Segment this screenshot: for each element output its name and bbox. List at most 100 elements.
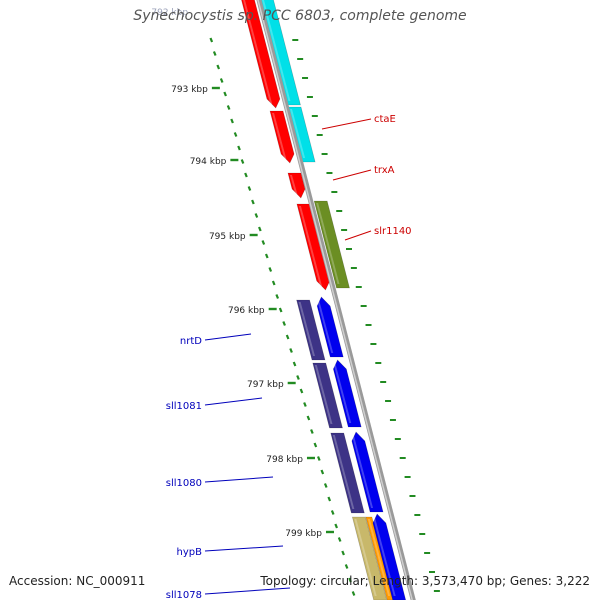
gene-leader: [204, 476, 274, 483]
gene-feature-shine: [316, 299, 334, 353]
gene-feature-shine: [314, 365, 333, 424]
ruler-dot: [254, 213, 259, 218]
ruler-dot: [223, 91, 227, 97]
ruler-dot: [247, 186, 252, 191]
ruler-dot: [310, 429, 314, 434]
gene-feature-shine: [298, 206, 323, 286]
ruler-dot: [303, 402, 307, 407]
ruler-dot: [282, 321, 286, 326]
gene-label-hypB: hypB: [177, 547, 203, 558]
ruler-dot: [219, 78, 224, 83]
kbp-ruler: 793 kbp 794 kbp 795 kbp 796 kbp 797 kbp 798 k…: [151, 8, 440, 596]
gene-feature: [351, 516, 388, 600]
gene-label-sll1081: sll1081: [166, 401, 202, 412]
gene-feature: [351, 431, 384, 513]
kbp-label: 798 kbp: [266, 455, 303, 465]
gene-feature: [365, 516, 394, 600]
gene-leader: [344, 230, 372, 241]
gene-leader: [321, 118, 372, 130]
gene-feature: [241, 0, 281, 109]
gene-feature-shine: [272, 113, 287, 159]
ruler-dot: [275, 294, 280, 299]
gene-feature-shine: [333, 362, 352, 423]
ruler-dot: [212, 51, 217, 56]
ruler-dot: [323, 483, 328, 488]
gene-leader: [204, 587, 291, 595]
ruler-dot: [268, 267, 273, 272]
ruler-dot: [334, 523, 339, 529]
gene-features: [241, 0, 407, 600]
ruler-dot: [244, 172, 248, 178]
ruler-dot: [313, 442, 318, 448]
gene-feature: [269, 110, 295, 164]
ruler-dot: [271, 280, 276, 286]
ruler-dot: [337, 537, 342, 542]
gene-feature: [333, 359, 362, 428]
kbp-label: 794 kbp: [190, 157, 227, 167]
ruler-dot: [306, 415, 311, 421]
ruler-dot: [320, 469, 325, 475]
ruler-dot: [317, 456, 321, 461]
kbp-label-partial: 792 kbp: [151, 8, 188, 18]
gene-leader: [204, 397, 263, 406]
gene-feature: [296, 203, 331, 291]
gene-feature-shine: [289, 109, 306, 158]
kbp-label: 797 kbp: [247, 380, 284, 390]
gene-label-sll1080: sll1080: [166, 478, 202, 489]
gene-feature-shine: [243, 0, 273, 104]
genome-title: Synechocystis sp. PCC 6803, complete gen…: [133, 8, 467, 24]
gene-feature: [330, 432, 365, 514]
gene-label-trxA: trxA: [374, 165, 395, 176]
gene-labels: ctaE trxA slr1140 nrtD sll1081 sll1080 hypB sll…: [166, 114, 412, 600]
gene-feature: [316, 296, 344, 358]
ruler-dot: [261, 240, 266, 245]
backbone-highlight: [257, 0, 413, 600]
gene-label-ctaE: ctaE: [374, 114, 396, 125]
gene-feature: [313, 200, 350, 289]
ruler-dot: [278, 307, 283, 313]
ruler-dot: [230, 118, 234, 124]
gene-leader: [204, 333, 252, 341]
ruler-dot: [344, 564, 349, 569]
ruler-dot: [348, 577, 352, 583]
gene-feature-shine: [298, 302, 315, 356]
gene-feature-shine: [372, 516, 396, 596]
ruler-dot: [264, 253, 269, 259]
ruler-dot: [351, 591, 356, 596]
ruler-dot: [330, 510, 335, 515]
ruler-dot: [341, 550, 345, 556]
gene-feature-shine: [316, 203, 340, 284]
kbp-label: 795 kbp: [209, 232, 246, 242]
gene-feature-shine: [289, 175, 298, 194]
gene-label-sll1078: sll1078: [166, 590, 202, 600]
gene-feature-shine: [332, 435, 355, 509]
kbp-label: 793 kbp: [171, 85, 208, 95]
gene-leader: [332, 169, 372, 181]
topology-text: Topology: circular; Length: 3,573,470 bp…: [260, 574, 590, 588]
ruler-dot: [327, 496, 332, 502]
ruler-dot: [240, 159, 245, 164]
genome-backbone: [256, 0, 416, 600]
kbp-label: 796 kbp: [228, 306, 265, 316]
ruler-dot: [209, 37, 214, 43]
ruler-dot: [233, 132, 238, 137]
ruler-dot: [292, 361, 297, 367]
gene-feature-shine: [354, 519, 377, 596]
gene-label-slr1140: slr1140: [374, 226, 412, 237]
ruler-dot: [285, 334, 290, 340]
gene-label-nrtD: nrtD: [180, 336, 202, 347]
ruler-dot: [226, 105, 231, 110]
gene-feature: [372, 513, 407, 600]
ruler-dot: [237, 145, 241, 151]
gene-feature-shine: [367, 519, 391, 596]
gene-feature: [312, 362, 343, 429]
ruler-dot: [289, 348, 293, 353]
ruler-dot: [216, 64, 221, 70]
ruler-dot: [251, 199, 255, 205]
gene-feature: [296, 299, 326, 361]
ruler-dot: [296, 375, 300, 380]
gene-feature-shine: [351, 434, 374, 508]
gene-feature-shine: [262, 0, 291, 101]
